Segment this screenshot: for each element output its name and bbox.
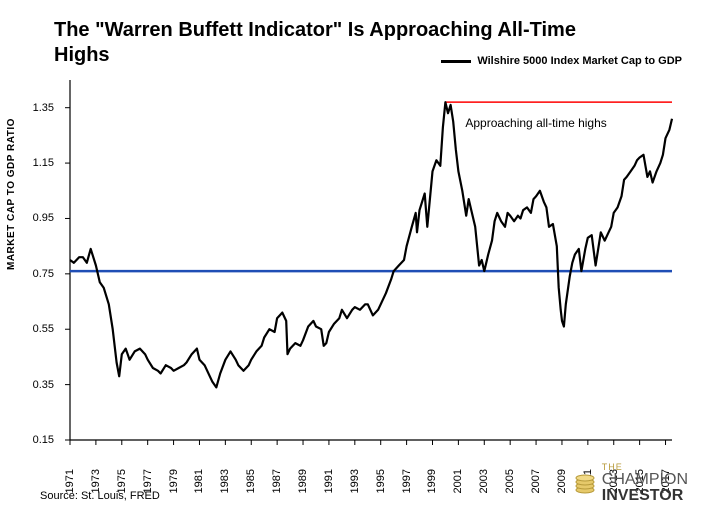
- x-tick-label: 1983: [219, 469, 231, 493]
- x-tick-label: 2009: [556, 469, 568, 493]
- legend-swatch: [441, 60, 471, 63]
- source-text: Source: St. Louis, FRED: [40, 490, 160, 502]
- y-tick-label: 1.15: [33, 157, 54, 169]
- brand-text: THE CHAMPION INVESTOR: [602, 463, 688, 504]
- y-tick-label: 0.55: [33, 323, 54, 335]
- x-tick-label: 1985: [245, 469, 257, 493]
- y-tick-label: 0.75: [33, 268, 54, 280]
- brand-champion: CHAMPION: [602, 471, 688, 488]
- x-tick-label: 1997: [401, 469, 413, 493]
- annotation-text: Approaching all-time highs: [465, 116, 606, 130]
- y-tick-label: 0.15: [33, 434, 54, 446]
- chart-page: { "title": "The \"Warren Buffett Indicat…: [0, 0, 702, 510]
- x-tick-label: 1987: [271, 469, 283, 493]
- x-tick-label: 1989: [297, 469, 309, 493]
- chart-svg: [60, 75, 680, 465]
- y-tick-label: 0.35: [33, 379, 54, 391]
- x-tick-label: 1991: [323, 469, 335, 493]
- x-tick-label: 1995: [375, 469, 387, 493]
- x-tick-label: 2003: [478, 469, 490, 493]
- x-tick-label: 1999: [426, 469, 438, 493]
- x-tick-label: 2007: [530, 469, 542, 493]
- x-tick-label: 1979: [168, 469, 180, 493]
- series-line: [70, 102, 672, 387]
- y-tick-label: 0.95: [33, 212, 54, 224]
- brand-logo: THE CHAMPION INVESTOR: [574, 463, 688, 504]
- x-tick-label: 2001: [452, 469, 464, 493]
- y-tick-label: 1.35: [33, 102, 54, 114]
- brand-name: CHAMPION INVESTOR: [602, 472, 688, 504]
- x-tick-label: 2005: [504, 469, 516, 493]
- x-tick-label: 1981: [193, 469, 205, 493]
- brand-investor: INVESTOR: [602, 487, 684, 504]
- legend-label: Wilshire 5000 Index Market Cap to GDP: [477, 55, 682, 67]
- chart-area: 0.150.350.550.750.951.151.35197119731975…: [60, 75, 680, 465]
- x-tick-label: 1993: [349, 469, 361, 493]
- legend: Wilshire 5000 Index Market Cap to GDP: [441, 55, 682, 67]
- y-axis-label: MARKET CAP TO GDP RATIO: [6, 118, 17, 270]
- coins-icon: [574, 474, 596, 494]
